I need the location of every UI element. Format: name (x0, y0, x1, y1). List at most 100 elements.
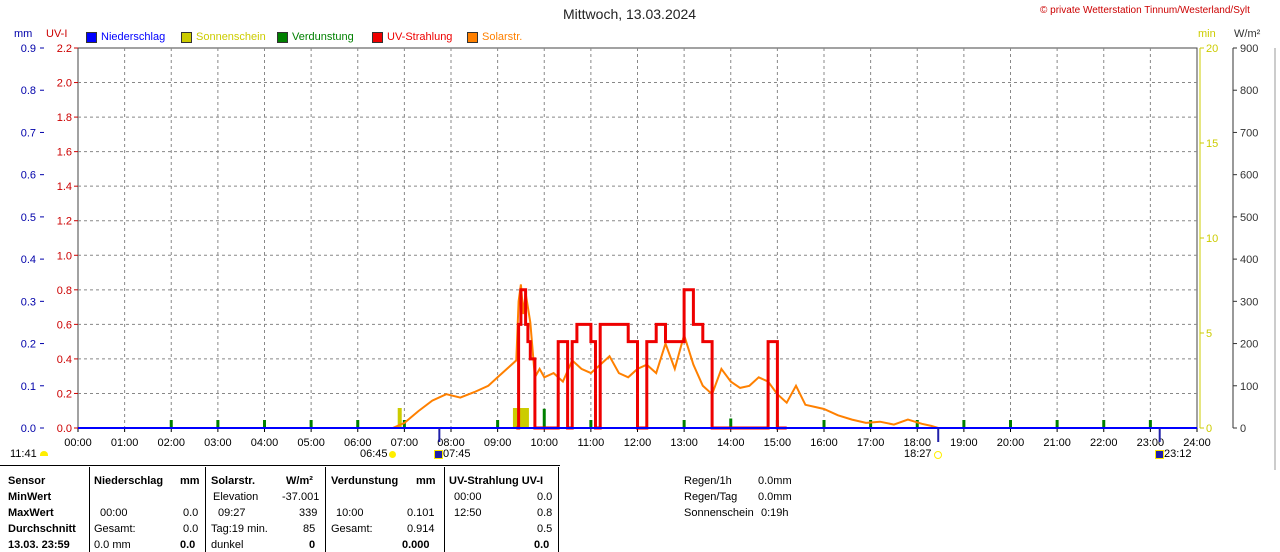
summary-rain-hour-value: 0.0mm (758, 475, 792, 487)
evaporation-bar (915, 420, 919, 428)
legend-swatch (372, 31, 383, 43)
uvi-tick-label: 1.6 (57, 147, 72, 159)
min-tick-label: 20 (1206, 43, 1218, 55)
x-tick-label: 01:00 (111, 437, 139, 449)
niederschlag-max-value: 0.0 (183, 507, 199, 519)
x-tick-label: 21:00 (1043, 437, 1071, 449)
solar-current-value: 0 (309, 539, 316, 551)
uv-min-value: 0.0 (537, 491, 553, 503)
row-header-date: 13.03. 23:59 (8, 539, 70, 551)
uv-header: UV-Strahlung UV-I (449, 475, 544, 487)
evaporation-bar (309, 420, 313, 428)
uv-max-time: 12:50 (454, 507, 482, 519)
legend-item: Verdunstung (277, 31, 354, 43)
niederschlag-total-label: Gesamt: (94, 523, 136, 535)
min-tick-label: 0 (1206, 423, 1212, 435)
dawn-time: 07:45 (443, 448, 471, 460)
mm-tick-label: 0.7 (21, 127, 36, 139)
row-header-avg: Durchschnitt (8, 523, 76, 535)
uvi-unit-label: UV-I (46, 28, 68, 40)
evaporation-bar (542, 408, 546, 428)
solar-unit: W/m² (286, 475, 313, 487)
solar-day-label: Tag:19 min. (211, 523, 268, 535)
table-divider-4 (444, 467, 445, 552)
x-tick-label: 13:00 (670, 437, 698, 449)
evaporation-bar (589, 420, 593, 428)
uvi-tick-label: 0.8 (57, 285, 72, 297)
chart-title: Mittwoch, 13.03.2024 (563, 6, 697, 22)
evaporation-bar (263, 420, 266, 428)
x-tick-label: 23:00 (1137, 437, 1165, 449)
sunset-time: 18:27 (904, 448, 932, 460)
summary-rain-hour-label: Regen/1h (684, 475, 732, 487)
solar-elevation-label: Elevation (213, 491, 259, 503)
x-tick-label: 10:00 (530, 437, 558, 449)
mm-unit-label: mm (14, 28, 33, 40)
uvi-tick-label: 1.0 (57, 250, 72, 262)
uvi-tick-label: 2.2 (57, 43, 72, 55)
evaporation-bar (1009, 420, 1012, 428)
uvi-tick-label: 0.6 (57, 319, 72, 331)
niederschlag-unit: mm (180, 475, 200, 487)
legend-swatch (467, 31, 478, 43)
evaporation-bar (169, 420, 173, 428)
moonset-time: 23:12 (1164, 448, 1192, 460)
legend-item: Niederschlag (86, 31, 165, 43)
moonrise-time: 11:41 (10, 448, 37, 460)
uv-avg-value: 0.5 (537, 523, 553, 535)
x-tick-label: 14:00 (717, 437, 745, 449)
wm2-tick-label: 900 (1240, 43, 1258, 55)
uvi-tick-label: 1.2 (57, 216, 72, 228)
x-tick-label: 00:00 (64, 437, 92, 449)
min-tick-label: 10 (1206, 233, 1218, 245)
solar-max-time: 09:27 (218, 507, 246, 519)
niederschlag-total-value: 0.0 (183, 523, 199, 535)
table-top-border (0, 465, 560, 466)
legend-label: Sonnenschein (196, 31, 266, 43)
legend-swatch (86, 31, 97, 43)
x-tick-label: 07:00 (391, 437, 419, 449)
x-tick-label: 03:00 (204, 437, 232, 449)
table-divider-3 (325, 467, 326, 552)
row-header-min: MinWert (8, 491, 52, 503)
wm2-tick-label: 0 (1240, 423, 1246, 435)
summary-sunshine-label: Sonnenschein (684, 507, 754, 519)
mm-tick-label: 0.2 (21, 339, 36, 351)
verdunstung-max-value: 0.101 (407, 507, 435, 519)
x-tick-label: 02:00 (157, 437, 185, 449)
x-tick-label: 16:00 (810, 437, 838, 449)
uvi-tick-label: 0.2 (57, 388, 72, 400)
verdunstung-header: Verdunstung (331, 475, 399, 487)
dawn-icon (434, 450, 443, 459)
table-divider-2 (205, 467, 206, 552)
evaporation-bar (729, 418, 733, 428)
wm2-tick-label: 400 (1240, 254, 1258, 266)
uvi-tick-label: 1.8 (57, 112, 72, 124)
wm2-tick-label: 300 (1240, 296, 1258, 308)
mm-tick-label: 0.5 (21, 212, 36, 224)
mm-tick-label: 0.9 (21, 43, 36, 55)
x-tick-label: 18:00 (903, 437, 931, 449)
legend-label: UV-Strahlung (387, 31, 453, 43)
weather-chart: 00:00 01:00 02:00 03:00 04:00 05:00 06:00 07:00… (21, 43, 1276, 470)
summary-sunshine-value: 0:19h (761, 507, 789, 519)
table-divider-1 (89, 467, 90, 552)
row-header-max: MaxWert (8, 507, 54, 519)
solar-header: Solarstr. (211, 475, 256, 487)
sunrise-icon (389, 451, 396, 458)
row-header-sensor: Sensor (8, 475, 46, 487)
x-tick-label: 11:00 (578, 437, 605, 449)
min-unit-label: min (1198, 28, 1216, 40)
x-tick-label: 22:00 (1090, 437, 1118, 449)
copyright-note: © private Wetterstation Tinnum/Westerlan… (1040, 5, 1250, 16)
x-tick-label: 19:00 (950, 437, 978, 449)
wm2-tick-label: 200 (1240, 339, 1258, 351)
moonset-icon (1155, 450, 1164, 459)
niederschlag-max-time: 00:00 (100, 507, 128, 519)
x-tick-label: 15:00 (764, 437, 792, 449)
x-tick-label: 17:00 (857, 437, 885, 449)
x-tick-label: 20:00 (997, 437, 1025, 449)
summary-rain-day-value: 0.0mm (758, 491, 792, 503)
niederschlag-header: Niederschlag (94, 475, 164, 487)
uvi-tick-label: 0.4 (57, 354, 72, 366)
